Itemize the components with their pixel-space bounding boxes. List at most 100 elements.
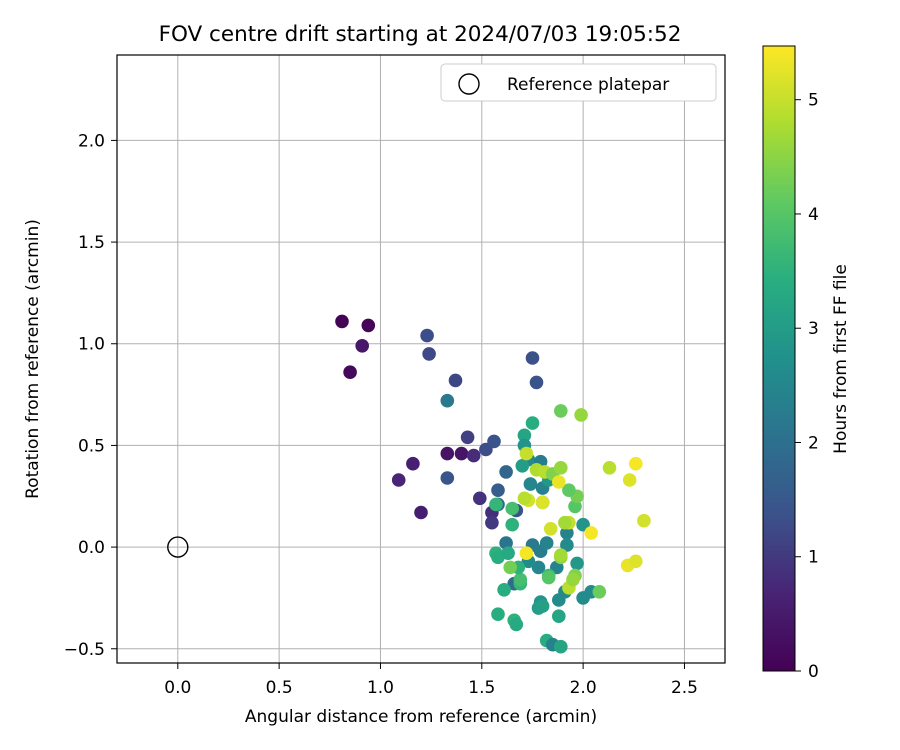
data-point xyxy=(454,446,469,461)
data-point xyxy=(343,365,357,380)
data-point xyxy=(460,430,475,445)
y-tick-label: 0.0 xyxy=(78,538,105,558)
data-point xyxy=(592,585,607,599)
y-tick-label: 1.5 xyxy=(78,233,105,253)
data-point xyxy=(487,434,501,449)
data-point xyxy=(361,318,376,333)
data-point xyxy=(570,556,584,571)
data-point xyxy=(391,473,406,487)
data-point xyxy=(519,546,534,560)
y-tick-label: −0.5 xyxy=(64,640,105,660)
data-points xyxy=(335,314,651,654)
legend-box xyxy=(440,63,717,102)
x-tick-label: 1.0 xyxy=(367,678,394,698)
data-point xyxy=(501,546,515,560)
y-axis-label: Rotation from reference (arcmin) xyxy=(23,219,43,499)
data-point xyxy=(552,475,566,489)
colorbar-tick-label: 2 xyxy=(808,433,819,453)
data-point xyxy=(505,501,519,516)
data-point xyxy=(554,639,568,654)
data-point xyxy=(568,499,582,514)
legend-label: Reference platepar xyxy=(507,75,669,95)
data-point xyxy=(440,446,455,461)
data-point xyxy=(485,515,499,530)
x-axis-ticks: 0.0 0.5 1.0 1.5 2.0 2.5 xyxy=(164,663,698,698)
data-point xyxy=(422,347,436,361)
data-point xyxy=(414,505,428,520)
y-tick-label: 0.5 xyxy=(78,436,105,456)
plot-frame xyxy=(116,54,726,664)
data-point xyxy=(503,560,517,575)
data-point xyxy=(566,572,580,587)
data-point xyxy=(406,456,420,471)
data-point xyxy=(552,593,566,607)
data-point xyxy=(440,393,455,408)
data-point xyxy=(554,404,568,418)
data-point xyxy=(558,515,572,530)
data-point xyxy=(491,483,505,498)
data-point xyxy=(552,609,566,623)
data-point xyxy=(525,351,540,365)
x-tick-label: 2.0 xyxy=(570,678,597,698)
data-point xyxy=(531,560,546,575)
data-point xyxy=(535,495,550,510)
data-point xyxy=(505,517,519,532)
colorbar-gradient xyxy=(762,45,796,672)
data-point xyxy=(535,599,550,613)
data-point xyxy=(525,416,540,430)
data-point xyxy=(420,328,434,343)
data-point xyxy=(541,570,556,585)
data-point xyxy=(355,339,370,353)
legend-marker xyxy=(458,73,480,95)
x-tick-label: 1.5 xyxy=(468,678,495,698)
data-point xyxy=(440,471,455,485)
reference-point xyxy=(167,536,189,558)
legend: Reference platepar xyxy=(440,63,717,102)
data-point xyxy=(499,465,513,479)
data-point xyxy=(517,428,532,443)
data-point xyxy=(473,491,487,506)
colorbar-tick-label: 3 xyxy=(808,319,819,339)
grid-lines xyxy=(117,55,725,663)
data-point xyxy=(554,548,568,562)
data-point xyxy=(515,459,530,473)
y-tick-label: 2.0 xyxy=(78,131,105,151)
colorbar-tick-label: 1 xyxy=(808,548,819,568)
data-point xyxy=(466,448,481,463)
data-point xyxy=(491,607,505,621)
y-tick-label: 1.0 xyxy=(78,335,105,355)
data-point xyxy=(529,375,544,390)
data-point xyxy=(543,522,558,536)
data-point xyxy=(622,473,637,487)
data-point xyxy=(629,456,643,471)
data-point xyxy=(448,373,463,388)
data-point xyxy=(539,536,554,550)
colorbar-label: Hours from first FF file xyxy=(831,264,851,454)
x-axis-label: Angular distance from reference (arcmin) xyxy=(245,707,597,727)
data-point xyxy=(523,477,538,491)
data-point xyxy=(560,538,574,552)
colorbar-ticks: 0 1 2 3 4 5 xyxy=(795,91,819,682)
data-point xyxy=(602,461,617,475)
x-tick-label: 0.0 xyxy=(164,678,191,698)
y-axis-ticks: −0.5 0.0 0.5 1.0 1.5 2.0 xyxy=(64,131,117,660)
reference-marker xyxy=(167,536,189,558)
data-point xyxy=(335,314,349,329)
data-point xyxy=(562,483,576,498)
data-point xyxy=(499,536,513,550)
colorbar-tick-label: 5 xyxy=(808,91,819,111)
data-point xyxy=(554,461,568,475)
data-point xyxy=(629,554,643,569)
data-point xyxy=(513,572,528,587)
chart-title: FOV centre drift starting at 2024/07/03 … xyxy=(159,22,682,47)
x-tick-label: 2.5 xyxy=(671,678,698,698)
data-point xyxy=(584,526,598,540)
data-point xyxy=(497,583,511,597)
data-point xyxy=(509,617,524,632)
colorbar: 0 1 2 3 4 5 Hours from first FF file xyxy=(762,45,851,682)
colorbar-tick-label: 0 xyxy=(808,662,819,682)
data-point xyxy=(637,513,651,528)
data-point xyxy=(560,526,574,540)
data-point xyxy=(489,497,503,512)
